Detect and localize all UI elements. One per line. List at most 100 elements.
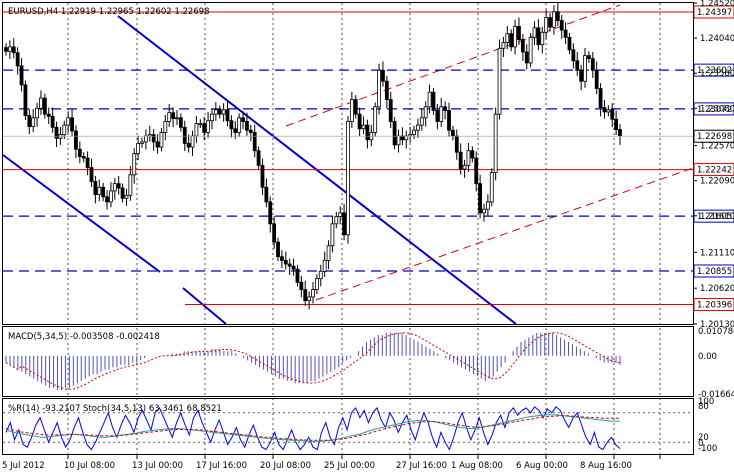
level-label-box [693, 163, 734, 177]
candle-body [408, 134, 413, 137]
candle-body [412, 129, 416, 136]
candle-body [31, 117, 36, 127]
candle-body [435, 110, 440, 122]
candle-body [93, 181, 98, 195]
candle-body [400, 135, 405, 141]
candle-body [330, 223, 335, 247]
candle-body [194, 123, 199, 137]
candle-body [404, 135, 409, 141]
candle-body [493, 113, 498, 174]
candle-body [287, 263, 292, 267]
candle-body [151, 134, 156, 143]
candle-body [120, 187, 125, 199]
time-axis: 5 Jul 2012 10 Jul 08:00 13 Jul 00:00 17 Jul… [2, 455, 661, 471]
level-label: 1.23602 [697, 66, 732, 76]
price-axis: 1.24397 1.23602 1.23072 1.22242 1.21605 1.208… [3, 0, 734, 330]
candle-body [598, 88, 603, 108]
candle-body [318, 270, 323, 280]
candle-body [140, 141, 144, 144]
red-channel-lower [315, 167, 694, 301]
candle-body [373, 106, 378, 133]
candle-body [70, 117, 74, 132]
candle-body [423, 106, 428, 119]
candle-body [342, 212, 346, 236]
candle-body [229, 120, 234, 130]
candle-body [509, 33, 514, 48]
candle-body [256, 150, 261, 166]
candle-body [221, 109, 226, 115]
candle-body [497, 47, 502, 115]
candle-body [311, 289, 315, 298]
time-label: 10 Jul 08:00 [64, 461, 115, 471]
candle-body [505, 33, 510, 43]
candle-body [610, 109, 615, 120]
time-label: 13 Jul 00:00 [132, 461, 183, 471]
candle-body [42, 97, 47, 115]
candle-body [513, 25, 517, 48]
candle-body [474, 157, 479, 185]
candle-body [4, 47, 8, 52]
candle-body [307, 296, 312, 302]
candle-body [46, 113, 51, 117]
axis-tick-label: 1.22090 [700, 177, 734, 187]
time-label: 27 Jul 16:00 [396, 461, 447, 471]
symbol-header: EURUSD,H4 1.22919 1.22965 1.22602 1.2269… [8, 7, 210, 17]
candle-body [190, 135, 195, 148]
candle-body [326, 245, 331, 261]
candle-body [19, 65, 24, 86]
candle-body [388, 99, 393, 122]
candle-body [295, 268, 300, 283]
candle-body [439, 106, 444, 122]
candle-body [62, 124, 67, 136]
candle-body [353, 99, 358, 115]
candle-body [54, 126, 59, 139]
candle-body [618, 129, 622, 137]
candle-body [50, 115, 55, 128]
candle-body [241, 117, 245, 122]
candle-body [136, 142, 141, 155]
candle-body [178, 117, 183, 128]
candle-body [155, 141, 160, 148]
stoch-signal-line [5, 415, 620, 441]
candle-body [280, 256, 284, 261]
candle-body [15, 52, 20, 67]
candle-body [583, 55, 587, 82]
candle-body [124, 194, 129, 199]
candle-body [206, 120, 210, 133]
candle-body [338, 212, 343, 217]
current-price-box [693, 129, 734, 143]
level-label: 1.21605 [697, 212, 732, 222]
oscillator-title: %R(14) -93.2107 Stoch(34,5,13) 63.3461 6… [8, 404, 222, 414]
candle-body [555, 11, 560, 21]
candle-body [225, 109, 230, 122]
candle-body [264, 186, 269, 203]
candle-body [381, 69, 385, 82]
candle-body [11, 46, 16, 54]
candle-body [66, 117, 71, 126]
candle-body [248, 129, 253, 133]
candle-body [536, 27, 541, 46]
candle-body [213, 109, 218, 115]
candle-body [528, 36, 533, 64]
candle-body [23, 84, 28, 117]
candle-body [443, 106, 448, 111]
candle-body [237, 117, 242, 133]
candle-body [377, 69, 381, 108]
candle-body [606, 109, 611, 113]
macd-axis-label: 0.010786 [698, 327, 734, 337]
macd-panel[interactable] [2, 326, 694, 397]
oscillator-axis-label: 100 [698, 397, 714, 407]
candlesticks [4, 3, 622, 310]
level-label-box [693, 5, 734, 19]
time-label: 1 Aug 08:00 [451, 461, 503, 471]
level-label-box [693, 63, 734, 77]
axis-tick-label: 1.23560 [700, 69, 734, 79]
level-label: 1.22242 [697, 166, 732, 176]
candle-body [478, 183, 483, 214]
level-label-box [693, 102, 734, 116]
candle-body [167, 112, 172, 122]
candle-body [524, 51, 529, 64]
candle-body [427, 91, 432, 108]
